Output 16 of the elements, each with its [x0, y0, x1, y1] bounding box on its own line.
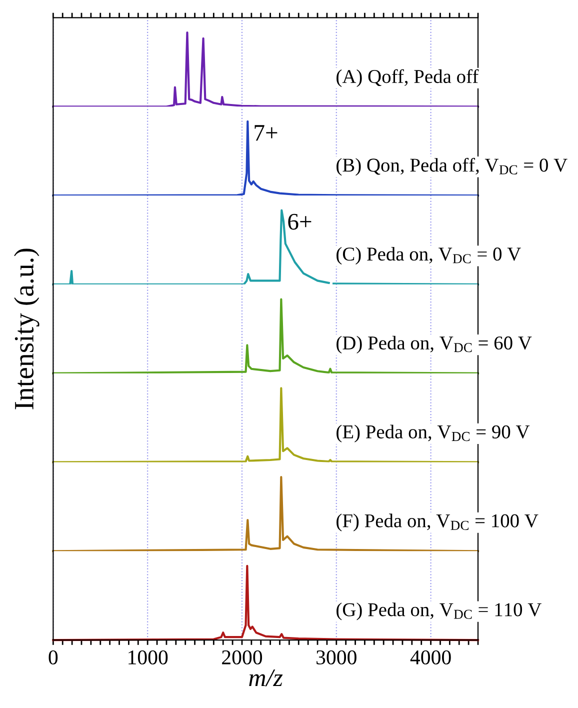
x-tick-label: 4000 — [410, 650, 451, 664]
x-tick-label: 1000 — [128, 650, 168, 664]
x-tick-label: 0 — [48, 650, 58, 664]
x-tick-label: 2000 — [222, 650, 262, 664]
annotation: (C) Peda on, V$_{DC}$ = 0 V — [336, 246, 521, 265]
annotation: (A) Qoff, Peda off — [336, 69, 479, 88]
annotation: (F) Peda on, V$_{DC}$ = 100 V — [336, 514, 538, 532]
annotation: 6+ — [288, 214, 312, 230]
annotation: (E) Peda on, V$_{DC}$ = 90 V — [336, 424, 530, 442]
x-axis-title: m/z — [249, 670, 283, 686]
annotation: 7+ — [254, 125, 278, 141]
annotation: (D) Peda on, V$_{DC}$ = 60 V — [336, 336, 532, 354]
annotation: (G) Peda on, V$_{DC}$ = 110 V — [336, 602, 542, 620]
x-tick-label: 3000 — [316, 650, 356, 664]
y-axis-title: Intensity (a.u.) — [14, 248, 40, 410]
annotation: (B) Qon, Peda off, V$_{DC}$ = 0 V — [336, 158, 568, 176]
